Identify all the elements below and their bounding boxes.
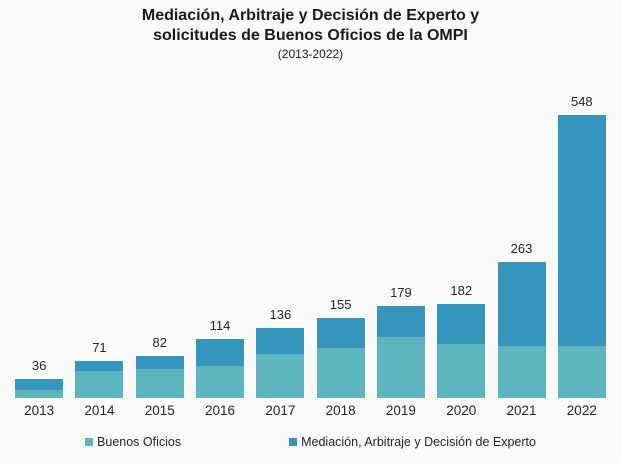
bar-segment-buenos-oficios-2019 — [376, 337, 425, 398]
bar-total-label-2016: 114 — [209, 318, 231, 334]
bar-segment-buenos-oficios-2017 — [256, 353, 305, 398]
chart-header: Mediación, Arbitraje y Decisión de Exper… — [0, 0, 621, 63]
bar-segment-mediacion-2022 — [557, 114, 606, 347]
legend-item-buenos-oficios: Buenos Oficios — [85, 435, 181, 449]
bar-column-2018: 155 — [310, 297, 370, 398]
bar-column-2020: 182 — [431, 283, 491, 398]
legend-swatch-mediacion — [289, 438, 298, 446]
legend-label-buenos-oficios: Buenos Oficios — [97, 435, 182, 449]
bar-total-label-2018: 155 — [329, 296, 352, 312]
x-axis: 2013 2014 2015 2016 2017 2018 2019 2020 2021 2022 — [0, 398, 621, 418]
legend-item-mediacion: Mediación, Arbitraje y Decisión de Exper… — [289, 435, 536, 449]
bar-segment-mediacion-2020 — [437, 303, 486, 344]
bar-total-label-2015: 82 — [152, 334, 167, 350]
legend: Buenos Oficios Mediación, Arbitraje y De… — [0, 435, 621, 449]
bar-segment-buenos-oficios-2018 — [316, 347, 365, 398]
bar-segment-buenos-oficios-2021 — [497, 346, 546, 398]
bar-segment-buenos-oficios-2020 — [437, 343, 486, 398]
bar-total-label-2020: 182 — [450, 282, 473, 298]
x-axis-label-2022: 2022 — [566, 403, 597, 418]
bar-column-2021: 263 — [491, 241, 551, 398]
bar-column-2015: 82 — [130, 335, 190, 398]
x-axis-label-2015: 2015 — [144, 403, 175, 418]
bar-segment-buenos-oficios-2015 — [135, 368, 184, 398]
bar-segment-buenos-oficios-2016 — [196, 365, 245, 398]
bar-segment-mediacion-2014 — [75, 361, 124, 371]
bar-total-label-2021: 263 — [510, 241, 533, 257]
bar-segment-mediacion-2017 — [256, 327, 305, 354]
bar-segment-mediacion-2016 — [196, 339, 245, 366]
x-axis-label-2019: 2019 — [385, 403, 416, 418]
x-axis-label-2016: 2016 — [205, 403, 236, 418]
bar-segment-buenos-oficios-2014 — [75, 370, 124, 398]
bar-segment-mediacion-2013 — [15, 379, 64, 390]
bar-column-2019: 179 — [371, 284, 431, 398]
bar-segment-mediacion-2018 — [316, 317, 365, 348]
bar-total-label-2013: 36 — [31, 358, 47, 374]
bar-column-2016: 114 — [190, 318, 250, 398]
x-axis-label-2021: 2021 — [506, 403, 537, 418]
x-axis-label-2013: 2013 — [24, 403, 55, 418]
bar-column-2013: 36 — [9, 358, 69, 398]
x-axis-label-2014: 2014 — [84, 403, 115, 418]
bar-column-2022: 548 — [552, 94, 612, 398]
bar-segment-mediacion-2019 — [376, 305, 425, 337]
bar-segment-mediacion-2015 — [135, 355, 184, 369]
bar-segment-mediacion-2021 — [497, 262, 546, 347]
chart-subtitle: (2013-2022) — [277, 47, 344, 61]
legend-label-mediacion: Mediación, Arbitraje y Decisión de Exper… — [301, 435, 536, 449]
bar-total-label-2019: 179 — [390, 284, 412, 300]
bar-total-label-2014: 71 — [92, 340, 107, 356]
chart-title-line2: solicitudes de Buenos Oficios de la OMPI — [153, 27, 468, 44]
bar-column-2017: 136 — [250, 307, 310, 398]
bar-total-label-2022: 548 — [570, 93, 593, 109]
x-axis-label-2020: 2020 — [446, 403, 477, 418]
plot-area: 36 71 82 114 136 155 179 182 263 548 — [0, 63, 621, 398]
legend-swatch-buenos-oficios — [85, 438, 94, 446]
bar-segment-buenos-oficios-2022 — [557, 346, 606, 398]
chart-title-line1: Mediación, Arbitraje y Decisión de Exper… — [141, 7, 480, 24]
bar-column-2014: 71 — [69, 340, 129, 398]
x-axis-label-2018: 2018 — [325, 403, 356, 418]
bar-total-label-2017: 136 — [269, 306, 292, 322]
bar-segment-buenos-oficios-2013 — [15, 389, 64, 398]
x-axis-label-2017: 2017 — [265, 403, 296, 418]
